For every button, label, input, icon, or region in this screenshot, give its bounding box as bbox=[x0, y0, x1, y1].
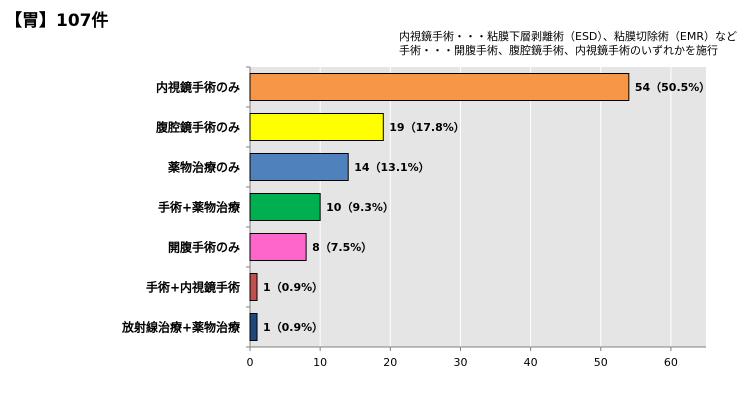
note-endoscopic-definition: 内視鏡手術・・・粘膜下層剥離術（ESD）、粘膜切除術（EMR）など bbox=[399, 30, 737, 43]
data-label: 19（17.8%） bbox=[389, 121, 464, 134]
x-tick-label: 40 bbox=[524, 356, 538, 369]
bar bbox=[249, 233, 307, 261]
category-label: 腹腔鏡手術のみ bbox=[156, 120, 240, 135]
category-label: 薬物治療のみ bbox=[168, 160, 240, 175]
bar bbox=[249, 113, 384, 141]
notes: 内視鏡手術・・・粘膜下層剥離術（ESD）、粘膜切除術（EMR）など 手術・・・開… bbox=[399, 30, 737, 58]
page-title: 【胃】107件 bbox=[5, 11, 109, 31]
x-tick-label: 0 bbox=[247, 356, 254, 369]
x-tick-label: 50 bbox=[594, 356, 608, 369]
data-label: 10（9.3%） bbox=[326, 201, 394, 214]
x-tick-label: 10 bbox=[313, 356, 327, 369]
category-label: 内視鏡手術のみ bbox=[156, 80, 240, 95]
bar bbox=[249, 193, 321, 221]
category-label: 放射線治療+薬物治療 bbox=[121, 320, 240, 335]
data-label: 1（0.9%） bbox=[263, 321, 323, 334]
x-tick-label: 60 bbox=[664, 356, 678, 369]
x-tick-label: 30 bbox=[453, 356, 467, 369]
bar bbox=[249, 153, 349, 181]
data-label: 14（13.1%） bbox=[354, 161, 429, 174]
category-label: 手術+内視鏡手術 bbox=[146, 280, 240, 295]
bar bbox=[249, 273, 258, 301]
category-label: 開腹手術のみ bbox=[168, 240, 240, 255]
note-surgery-definition: 手術・・・開腹手術、腹腔鏡手術、内視鏡手術のいずれかを施行 bbox=[399, 44, 718, 57]
bar bbox=[249, 313, 258, 341]
data-label: 8（7.5%） bbox=[312, 241, 372, 254]
category-label: 手術+薬物治療 bbox=[158, 200, 240, 215]
data-label: 54（50.5%） bbox=[635, 81, 710, 94]
bar bbox=[249, 73, 630, 101]
data-label: 1（0.9%） bbox=[263, 281, 323, 294]
x-tick-label: 20 bbox=[383, 356, 397, 369]
